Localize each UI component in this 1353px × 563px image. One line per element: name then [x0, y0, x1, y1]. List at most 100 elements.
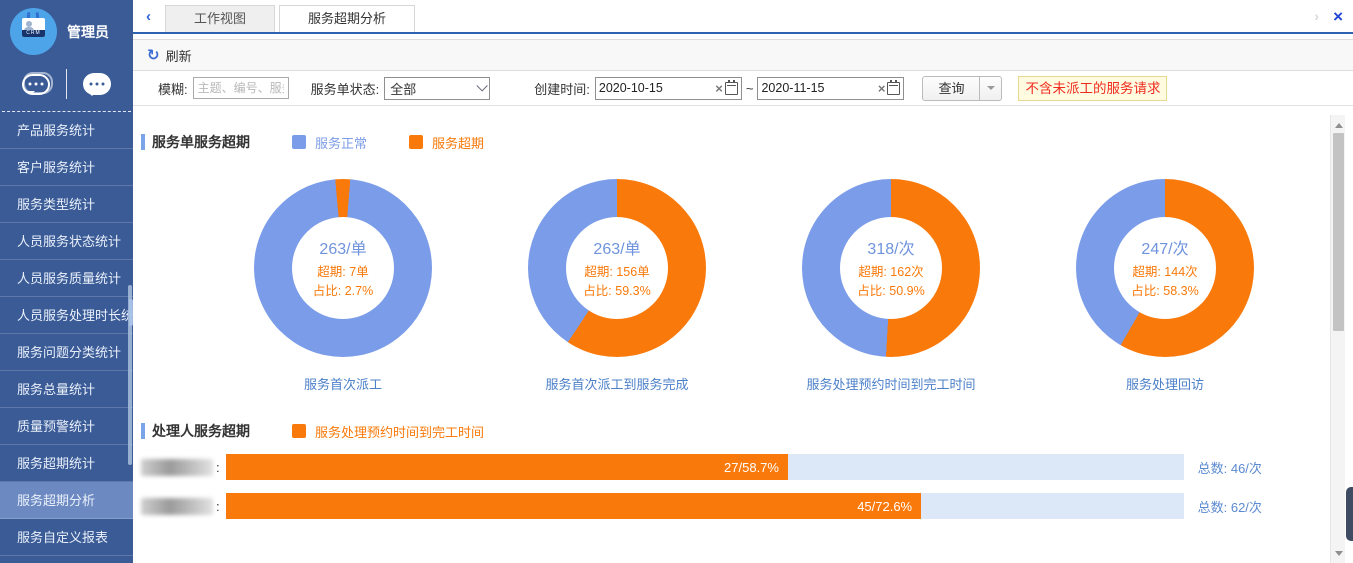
caret-down-icon: [986, 86, 995, 94]
date-to-value: 2020-11-15: [761, 81, 825, 95]
legend-normal[interactable]: 服务正常: [292, 133, 367, 152]
section-accent-bar: [141, 423, 145, 439]
donut-first-dispatch: 263/单 超期: 7单 占比: 2.7% 服务首次派工: [243, 179, 443, 393]
sidebar-item-service-volume-stats[interactable]: 服务总量统计: [0, 371, 133, 408]
handler-name-redacted: [141, 458, 213, 476]
donut-overdue: 超期: 144次: [1132, 265, 1198, 279]
dashed-divider: [2, 111, 131, 112]
donut-ring: 263/单 超期: 156单 占比: 59.3%: [528, 179, 706, 357]
legend-overdue[interactable]: 服务超期: [409, 133, 484, 152]
donut-overdue: 超期: 7单: [317, 265, 369, 279]
clear-date-icon[interactable]: ×: [715, 80, 723, 96]
date-range-separator: ~: [745, 80, 754, 96]
bar-track: 27/58.7%: [225, 454, 1184, 480]
created-time-label: 创建时间:: [534, 81, 590, 97]
donut-center: 263/单 超期: 7单 占比: 2.7%: [292, 217, 394, 319]
calendar-icon[interactable]: [724, 79, 738, 95]
sidebar-item-staff-service-quality-stats[interactable]: 人员服务质量统计: [0, 260, 133, 297]
crm-badge: CRM: [22, 30, 45, 37]
refresh-button[interactable]: 刷新: [165, 48, 192, 64]
sidebar-item-customer-service-stats[interactable]: 客户服务统计: [0, 149, 133, 186]
clear-date-icon[interactable]: ×: [877, 80, 886, 96]
avatar[interactable]: CRM: [10, 8, 57, 55]
query-button[interactable]: 查询: [922, 75, 981, 101]
scroll-up-icon[interactable]: [1331, 117, 1346, 132]
name-colon: :: [216, 498, 220, 514]
sidebar-menu: 产品服务统计 客户服务统计 服务类型统计 人员服务状态统计 人员服务质量统计 人…: [0, 112, 133, 556]
query-button-group: 查询: [922, 75, 1003, 101]
donut-appointment-to-finish: 318/次 超期: 162次 占比: 50.9% 服务处理预约时间到完工时间: [791, 179, 991, 393]
donut-title: 服务首次派工到服务完成: [545, 377, 689, 392]
tabs-scroll-left-icon[interactable]: ‹: [146, 7, 151, 25]
refresh-icon[interactable]: ↻: [147, 47, 160, 64]
row-total: 总数: 46/次: [1197, 460, 1262, 476]
sidebar-icon-row: [0, 55, 133, 111]
scroll-down-icon[interactable]: [1331, 546, 1346, 561]
donut-title: 服务处理回访: [1125, 377, 1204, 392]
query-dropdown-button[interactable]: [980, 75, 1003, 101]
icon-divider: [66, 69, 67, 99]
message-icon[interactable]: [83, 73, 111, 96]
id-card-icon: CRM: [22, 18, 45, 37]
donut-overdue: 超期: 162次: [858, 265, 924, 279]
date-to-input[interactable]: 2020-11-15 ×: [757, 76, 905, 100]
tab-bar: ‹ 工作视图 服务超期分析 › ×: [133, 0, 1353, 34]
refresh-toolbar: ↻ 刷新: [133, 39, 1353, 71]
donut-total: 318/次: [867, 241, 915, 258]
user-name: 管理员: [67, 23, 109, 40]
calendar-icon[interactable]: [887, 79, 901, 95]
sidebar-item-service-type-stats[interactable]: 服务类型统计: [0, 186, 133, 223]
donut-return-visit: 247/次 超期: 144次 占比: 58.3% 服务处理回访: [1065, 179, 1265, 393]
main-scrollbar[interactable]: [1330, 115, 1345, 563]
donut-total: 247/次: [1141, 241, 1189, 258]
donut-ring: 318/次 超期: 162次 占比: 50.9%: [802, 179, 980, 357]
donut-ring: 263/单 超期: 7单 占比: 2.7%: [254, 179, 432, 357]
bar-track: 45/72.6%: [225, 493, 1184, 519]
group-chat-icon[interactable]: [22, 71, 53, 95]
donut-center: 247/次 超期: 144次 占比: 58.3%: [1114, 217, 1216, 319]
donut-total: 263/单: [593, 241, 641, 258]
edge-panel-handle[interactable]: [1346, 487, 1353, 541]
sidebar-item-service-overdue-analysis[interactable]: 服务超期分析: [0, 482, 133, 519]
sidebar-item-staff-service-status-stats[interactable]: 人员服务状态统计: [0, 223, 133, 260]
donut-title: 服务首次派工: [303, 377, 382, 392]
sidebar-item-quality-warning-stats[interactable]: 质量预警统计: [0, 408, 133, 445]
sidebar-scrollbar-thumb[interactable]: [128, 285, 132, 465]
date-from-input[interactable]: 2020-10-15 ×: [594, 76, 742, 100]
tabs-scroll-right-icon[interactable]: ›: [1314, 8, 1320, 24]
bar-fill[interactable]: 27/58.7%: [225, 454, 788, 480]
donut-center: 263/单 超期: 156单 占比: 59.3%: [566, 217, 668, 319]
legend-label-normal: 服务正常: [315, 135, 368, 151]
donut-ratio: 占比: 59.3%: [583, 284, 651, 298]
section-accent-bar: [141, 134, 145, 150]
bar-fill[interactable]: 45/72.6%: [225, 493, 922, 519]
donut-ratio: 占比: 50.9%: [857, 284, 925, 298]
date-from-value: 2020-10-15: [598, 81, 663, 95]
sidebar-item-product-service-stats[interactable]: 产品服务统计: [0, 112, 133, 149]
bar-value-label: 45/72.6%: [857, 498, 913, 514]
close-tab-icon[interactable]: ×: [1333, 6, 1343, 26]
chevron-down-icon: [476, 80, 489, 92]
legend-swatch-normal: [292, 135, 306, 149]
sidebar-item-service-overdue-stats[interactable]: 服务超期统计: [0, 445, 133, 482]
status-value: 全部: [390, 81, 417, 97]
donut-ratio: 占比: 58.3%: [1131, 284, 1199, 298]
filter-bar: 模糊: 服务单状态: 全部 创建时间: 2020-10-15 × ~ 2020-…: [133, 71, 1353, 106]
tab-work-view[interactable]: 工作视图: [165, 5, 276, 32]
sidebar-item-staff-handling-duration-stats[interactable]: 人员服务处理时长统计: [0, 297, 133, 334]
fuzzy-label: 模糊:: [158, 81, 188, 97]
tab-service-overdue-analysis[interactable]: 服务超期分析: [279, 5, 416, 32]
donut-chart-row: 263/单 超期: 7单 占比: 2.7% 服务首次派工 263/单 超期: 1…: [133, 179, 1330, 393]
legend-handler-overdue[interactable]: 服务处理预约时间到完工时间: [292, 422, 484, 441]
user-profile: CRM 管理员: [0, 0, 133, 55]
bar-value-label: 27/58.7%: [724, 459, 779, 475]
status-label: 服务单状态:: [310, 81, 380, 97]
sidebar-item-service-issue-category-stats[interactable]: 服务问题分类统计: [0, 334, 133, 371]
fuzzy-search-input[interactable]: [192, 77, 289, 99]
status-select[interactable]: 全部: [384, 76, 491, 100]
scrollbar-thumb[interactable]: [1333, 133, 1344, 331]
order-section-title: 服务单服务超期: [152, 134, 250, 150]
sidebar-item-service-custom-report[interactable]: 服务自定义报表: [0, 519, 133, 556]
exclusion-notice: 不含未派工的服务请求: [1018, 75, 1168, 101]
